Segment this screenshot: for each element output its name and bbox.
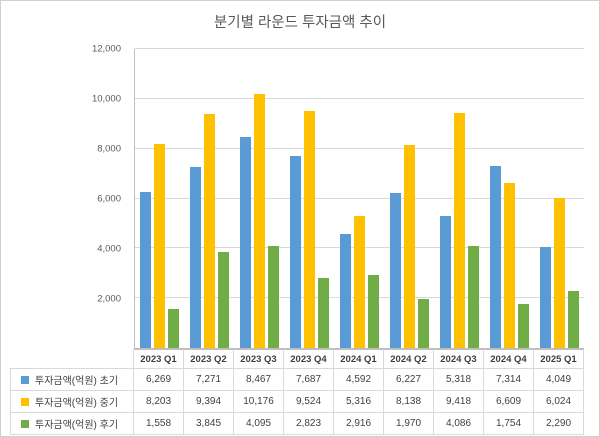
- bar: [240, 137, 252, 348]
- y-axis-tick-label: 4,000: [97, 243, 121, 255]
- value-cell: 1,558: [134, 413, 184, 435]
- gridline: [135, 97, 584, 99]
- category-label: 2025 Q1: [534, 349, 584, 369]
- value-cell: 10,176: [234, 391, 284, 413]
- y-axis-tick-label: 2,000: [97, 293, 121, 305]
- legend-key: 투자금액(억원) 중기: [10, 391, 134, 413]
- value-cell: 1,754: [484, 413, 534, 435]
- value-cell: 6,227: [384, 369, 434, 391]
- legend-label: 투자금액(억원) 후기: [35, 420, 119, 431]
- value-cell: 3,845: [184, 413, 234, 435]
- value-cell: 9,524: [284, 391, 334, 413]
- plot-area: [134, 48, 584, 349]
- legend-label: 투자금액(억원) 중기: [35, 398, 119, 409]
- bar-group-2023-q4: [285, 49, 335, 348]
- category-label: 2023 Q1: [134, 349, 184, 369]
- value-cell: 4,095: [234, 413, 284, 435]
- bar: [389, 192, 401, 348]
- value-cell: 7,687: [284, 369, 334, 391]
- bar: [140, 191, 152, 348]
- bar: [503, 183, 515, 348]
- legend-key: 투자금액(억원) 후기: [10, 413, 134, 435]
- bar: [553, 197, 565, 348]
- y-axis-tick-label: 12,000: [91, 43, 121, 55]
- data-table: 2023 Q1 2023 Q2 2023 Q3 2023 Q4 2024 Q1 2024 …: [10, 349, 584, 435]
- category-label: 2024 Q1: [334, 349, 384, 369]
- chart-title: 분기별 라운드 투자금액 추이: [213, 15, 387, 31]
- bar: [403, 145, 415, 348]
- bar: [218, 252, 230, 348]
- bar: [539, 247, 551, 348]
- value-cell: 9,418: [434, 391, 484, 413]
- value-cell: 2,290: [534, 413, 584, 435]
- category-label: 2024 Q2: [384, 349, 434, 369]
- bar-group-2024-q1: [335, 49, 385, 348]
- value-cell: 6,609: [484, 391, 534, 413]
- bar-group-2025-q1: [534, 49, 584, 348]
- bar: [168, 309, 180, 348]
- y-axis-tick-label: 8,000: [97, 143, 121, 155]
- bar: [439, 215, 451, 348]
- bar-group-2023-q3: [235, 49, 285, 348]
- bar-group-2024-q3: [434, 49, 484, 348]
- y-axis-tick-label: 10,000: [91, 93, 121, 105]
- bar-group-2023-q2: [185, 49, 235, 348]
- value-cell: 7,271: [184, 369, 234, 391]
- y-axis-labels: 2,000 4,000 6,000 8,000 10,000 12,000: [1, 44, 128, 349]
- value-cell: 8,203: [134, 391, 184, 413]
- bar: [340, 233, 351, 348]
- legend-key: 투자금액(억원) 초기: [10, 369, 134, 391]
- legend-label: 투자금액(억원) 초기: [35, 376, 119, 387]
- value-cell: 5,318: [434, 369, 484, 391]
- value-cell: 5,316: [334, 391, 384, 413]
- value-cell: 9,394: [184, 391, 234, 413]
- bar-group-2024-q2: [384, 49, 434, 348]
- category-label: 2023 Q2: [184, 349, 234, 369]
- gridline: [135, 197, 584, 199]
- bar: [318, 277, 330, 348]
- bar-group-2023-q1: [135, 49, 185, 348]
- legend-swatch: [21, 397, 29, 406]
- bar: [304, 110, 316, 348]
- bar: [154, 143, 166, 348]
- bar: [354, 215, 365, 348]
- bar-group-2024-q4: [484, 49, 534, 348]
- bar: [467, 246, 479, 348]
- bar: [204, 113, 216, 348]
- gridline: [135, 48, 584, 49]
- value-cell: 8,467: [234, 369, 284, 391]
- bar: [489, 165, 501, 348]
- category-label: 2024 Q3: [434, 349, 484, 369]
- value-cell: 2,916: [334, 413, 384, 435]
- value-cell: 4,592: [334, 369, 384, 391]
- bar: [453, 113, 465, 348]
- y-axis-tick-label: 6,000: [97, 193, 121, 205]
- table-corner-cell: [10, 349, 134, 369]
- value-cell: 2,823: [284, 413, 334, 435]
- bar: [417, 298, 429, 348]
- bar: [254, 94, 266, 348]
- bar: [290, 156, 302, 348]
- value-cell: 6,024: [534, 391, 584, 413]
- value-cell: 8,138: [384, 391, 434, 413]
- legend-swatch: [21, 419, 29, 428]
- category-label: 2024 Q4: [484, 349, 534, 369]
- value-cell: 4,086: [434, 413, 484, 435]
- gridline: [135, 147, 584, 149]
- bar: [190, 166, 202, 348]
- value-cell: 6,269: [134, 369, 184, 391]
- bar: [368, 275, 379, 348]
- value-cell: 1,970: [384, 413, 434, 435]
- category-label: 2023 Q4: [284, 349, 334, 369]
- value-cell: 4,049: [534, 369, 584, 391]
- bar: [268, 245, 280, 348]
- bar: [567, 290, 579, 348]
- category-label: 2023 Q3: [234, 349, 284, 369]
- legend-swatch: [21, 375, 29, 384]
- value-cell: 7,314: [484, 369, 534, 391]
- bar: [517, 304, 529, 348]
